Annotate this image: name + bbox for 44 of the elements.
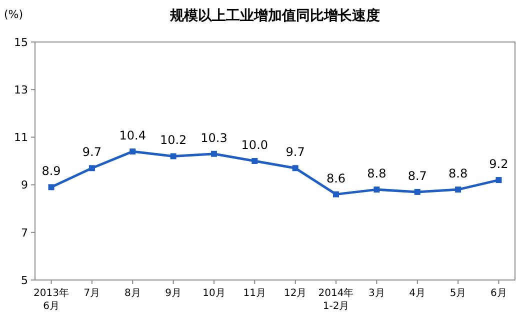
data-label: 8.8 xyxy=(448,166,468,181)
data-label: 10.4 xyxy=(119,128,146,142)
data-label: 8.8 xyxy=(367,166,386,181)
x-tick-label: 3月 xyxy=(368,288,385,299)
data-label: 8.9 xyxy=(42,164,61,178)
point xyxy=(455,186,462,193)
x-tick-label: 2014年 1-2月 xyxy=(318,287,354,312)
x-tick-label: 4月 xyxy=(409,288,426,299)
x-tick-label: 8月 xyxy=(124,288,141,299)
data-label: 10.2 xyxy=(160,133,187,148)
point xyxy=(170,153,176,160)
point xyxy=(48,184,54,190)
data-label: 10.0 xyxy=(241,138,268,152)
point xyxy=(210,150,217,157)
x-tick-label: 6月 xyxy=(490,288,507,299)
y-tick-label: 15 xyxy=(14,36,28,49)
y-axis-title: (%) xyxy=(4,8,24,21)
x-tick-label: 5月 xyxy=(450,288,466,299)
chart-title: 规模以上工业增加值同比增长速度 xyxy=(169,7,380,24)
y-tick-label: 5 xyxy=(21,274,28,287)
x-tick-label: 2013年 6月 xyxy=(34,287,69,312)
data-label: 10.3 xyxy=(200,130,228,145)
x-tick-label: 7月 xyxy=(84,288,100,299)
x-tick-label: 10月 xyxy=(202,288,226,299)
y-tick-label: 9 xyxy=(21,178,28,192)
x-tick-label: 9月 xyxy=(165,288,182,299)
point xyxy=(496,177,502,184)
data-label: 8.7 xyxy=(408,168,427,183)
point xyxy=(88,165,95,172)
point xyxy=(252,158,258,164)
point xyxy=(292,165,298,172)
x-tick-label: 11月 xyxy=(243,288,266,299)
y-tick-label: 7 xyxy=(21,226,28,240)
point xyxy=(333,191,340,198)
data-label: 8.6 xyxy=(326,171,346,186)
point xyxy=(414,188,420,195)
data-label: 9.7 xyxy=(286,145,305,160)
y-tick-label: 11 xyxy=(14,131,28,144)
x-tick-label: 12月 xyxy=(284,288,307,299)
point xyxy=(374,186,380,193)
y-tick-label: 13 xyxy=(14,83,28,96)
data-label: 9.7 xyxy=(82,145,102,160)
point xyxy=(130,148,136,154)
data-label: 9.2 xyxy=(489,157,508,172)
